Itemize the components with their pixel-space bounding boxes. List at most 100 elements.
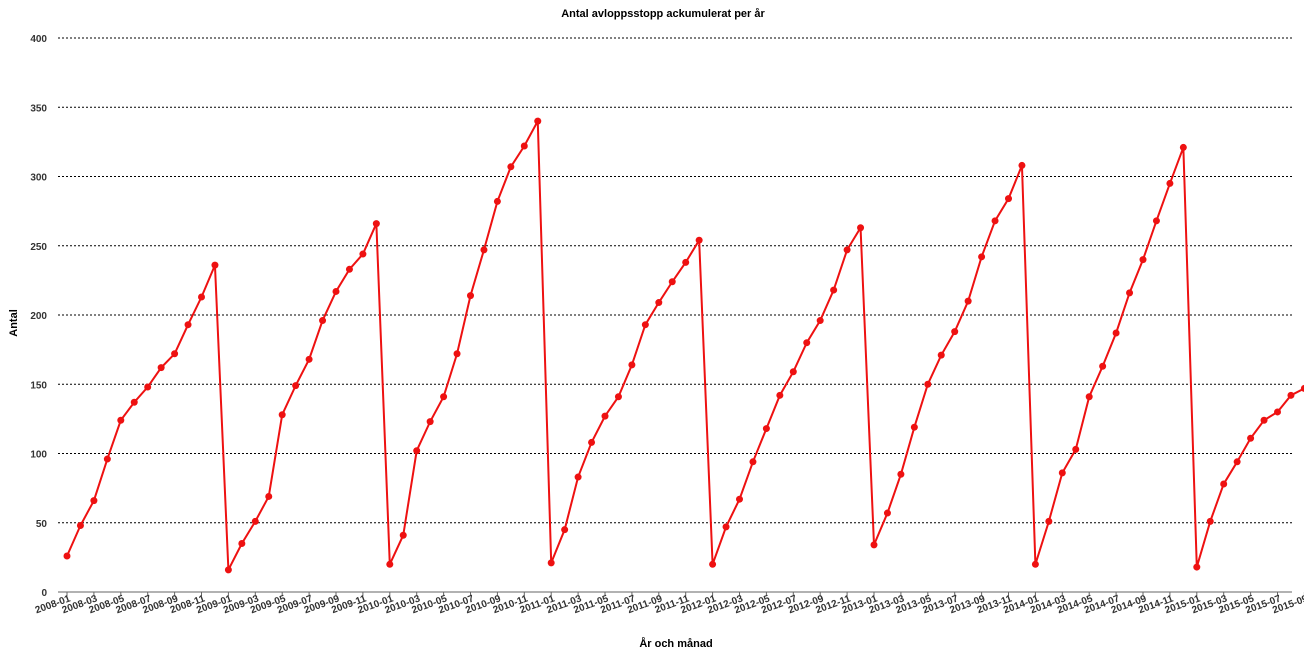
data-point-2015-08 [1287,391,1295,399]
data-point-2014-03 [1058,469,1066,477]
data-point-2011-07 [628,361,636,369]
series-line [66,117,1304,574]
data-point-2012-02 [722,523,730,531]
data-point-2015-06 [1260,416,1268,424]
data-point-2012-01 [709,560,717,568]
data-point-2013-05 [924,380,932,388]
y-tick-label: 400 [30,34,47,45]
data-point-2010-01 [386,560,394,568]
data-point-2011-12 [695,236,703,244]
series-points [63,117,1304,574]
data-point-2013-12 [1018,161,1026,169]
data-point-2010-11 [520,142,528,150]
data-point-2009-08 [319,317,327,325]
y-axis-ticks: 0 50 100 150 200 250 300 350 400 [30,34,47,599]
y-tick-label: 100 [30,450,47,461]
data-point-2013-03 [897,470,905,478]
data-point-2012-05 [762,425,770,433]
data-point-2008-01 [63,552,71,560]
data-point-2013-07 [951,328,959,336]
data-point-2009-01 [224,566,232,574]
data-point-2008-03 [90,497,98,505]
data-point-2011-01 [547,559,555,567]
data-point-2008-10 [184,321,192,329]
data-point-2015-01 [1193,563,1201,571]
data-point-2008-12 [211,261,219,269]
y-tick-label: 350 [30,103,47,114]
data-point-2012-11 [843,246,851,254]
y-tick-label: 150 [30,380,47,391]
y-tick-label: 200 [30,311,47,322]
data-point-2013-04 [910,423,918,431]
data-point-2013-10 [991,217,999,225]
data-point-2010-02 [399,531,407,539]
data-point-2011-09 [655,299,663,307]
data-point-2010-09 [493,197,501,205]
data-point-2011-02 [561,526,569,534]
x-axis-label: År och månad [639,637,712,650]
chart-title: Antal avloppsstopp ackumulerat per år [561,8,765,20]
data-point-2011-06 [614,393,622,401]
data-point-2009-07 [305,355,313,363]
data-point-2015-02 [1206,517,1214,525]
data-point-2008-08 [157,364,165,372]
data-point-2009-02 [238,540,246,548]
data-point-2012-04 [749,458,757,466]
data-point-2015-05 [1247,434,1255,442]
grid-lines [58,37,1292,524]
data-point-2014-08 [1126,289,1134,297]
data-point-2013-08 [964,297,972,305]
data-point-2014-07 [1112,329,1120,337]
data-point-2008-04 [103,455,111,463]
data-point-2009-04 [265,492,273,500]
data-point-2014-04 [1072,445,1080,453]
data-point-2010-08 [480,246,488,254]
data-point-2010-04 [426,418,434,426]
y-tick-label: 0 [41,588,47,599]
data-point-2011-08 [641,321,649,329]
data-point-2010-05 [440,393,448,401]
y-axis-label: Antal [8,309,20,337]
data-point-2012-07 [789,368,797,376]
data-point-2009-06 [292,382,300,390]
data-point-2012-12 [857,224,865,232]
data-point-2015-09 [1300,384,1304,392]
data-point-2011-05 [601,412,609,420]
data-point-2009-03 [251,517,259,525]
data-point-2015-04 [1233,458,1241,466]
data-point-2014-06 [1099,362,1107,370]
data-point-2015-03 [1220,480,1228,488]
data-point-2010-07 [467,292,474,300]
y-tick-label: 50 [36,519,48,530]
data-point-2013-02 [883,509,891,517]
data-point-2008-09 [171,350,179,358]
data-point-2012-09 [816,317,824,325]
data-point-2014-11 [1166,179,1174,187]
y-tick-label: 300 [30,173,47,184]
x-axis-ticks: 2008-012008-032008-052008-072008-092008-… [34,592,1304,616]
data-point-2009-09 [332,287,340,295]
data-point-2009-12 [372,220,380,228]
data-point-2014-10 [1152,217,1160,225]
data-point-2012-03 [736,495,743,503]
data-point-2008-02 [76,522,84,530]
data-point-2012-10 [830,286,838,294]
data-point-2013-06 [937,351,945,359]
data-point-2008-11 [198,293,205,301]
data-point-2014-02 [1045,517,1053,525]
data-point-2008-07 [144,383,152,391]
data-point-2011-10 [668,278,676,286]
data-point-2009-11 [359,250,367,258]
data-point-2011-11 [682,258,690,266]
data-point-2011-03 [574,473,582,481]
data-point-2014-12 [1179,143,1187,151]
data-point-2009-05 [278,411,286,419]
data-point-2011-04 [588,438,596,446]
data-point-2014-05 [1085,393,1093,401]
data-point-2009-10 [345,265,353,273]
data-point-2013-09 [978,253,986,261]
data-point-2010-12 [534,117,542,125]
data-point-2008-06 [130,398,138,406]
data-point-2013-11 [1005,195,1012,203]
